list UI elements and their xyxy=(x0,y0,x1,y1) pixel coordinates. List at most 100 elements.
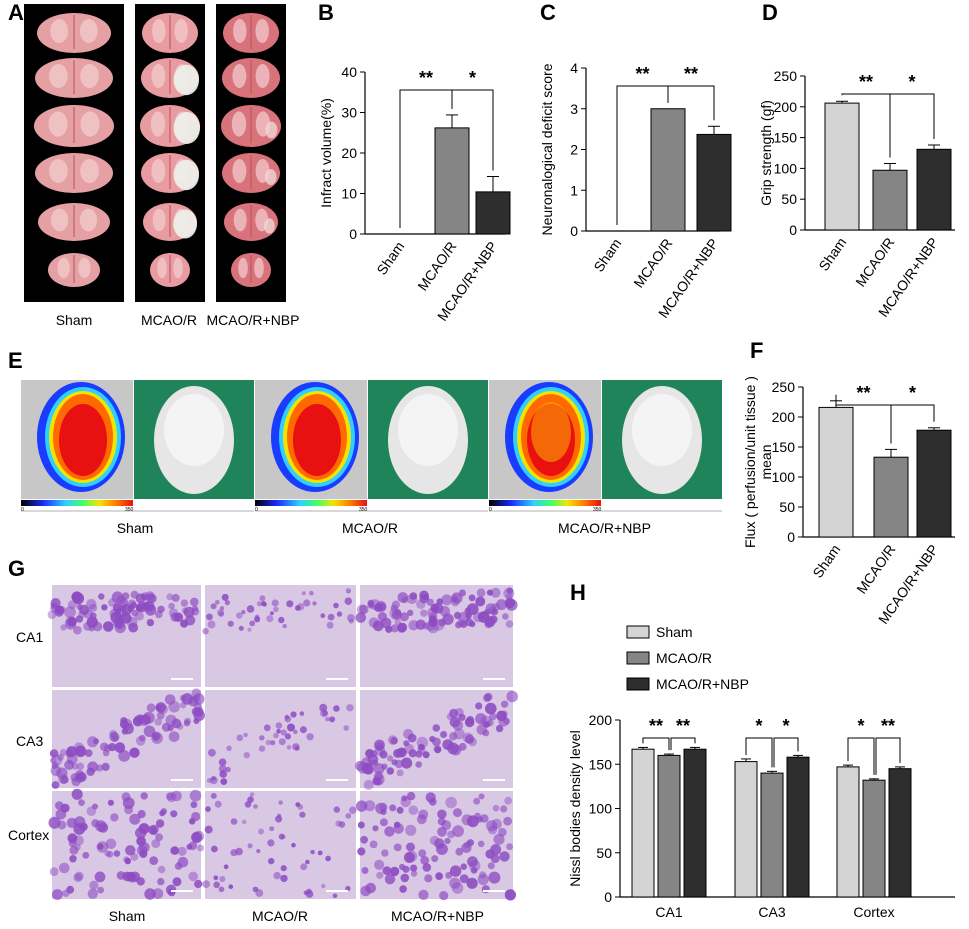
nissl-cell xyxy=(506,843,513,851)
ttc-slice-highlight xyxy=(57,257,70,279)
nissl-cell xyxy=(105,838,117,850)
nissl-cell xyxy=(409,592,418,600)
bar xyxy=(631,748,655,898)
nissl-cell xyxy=(445,871,453,879)
nissl-cell xyxy=(165,792,174,801)
nissl-cell xyxy=(114,621,127,634)
nissl-cell xyxy=(129,747,140,758)
panel-e-label-sham: Sham xyxy=(116,520,154,536)
bar xyxy=(683,748,707,898)
nissl-cell xyxy=(435,872,443,880)
nissl-cell xyxy=(59,862,70,874)
nissl-cell xyxy=(275,722,283,729)
y-tick-label: 0 xyxy=(789,222,797,238)
nissl-cell xyxy=(139,734,146,742)
nissl-cell xyxy=(397,592,409,603)
nissl-cell xyxy=(321,883,326,889)
scale-max-label: 350 xyxy=(593,507,602,513)
nissl-cell xyxy=(345,885,351,892)
nissl-cell xyxy=(292,743,300,751)
nissl-cell xyxy=(271,599,279,607)
nissl-cell xyxy=(377,612,387,622)
nissl-cell xyxy=(226,745,232,751)
nissl-cell xyxy=(367,601,375,609)
nissl-cell xyxy=(76,762,84,771)
nissl-cell xyxy=(49,749,59,758)
nissl-cell xyxy=(50,765,62,777)
nissl-cell xyxy=(214,800,222,808)
ttc-slice xyxy=(222,58,280,98)
nissl-cell xyxy=(107,799,114,806)
nissl-cell xyxy=(180,619,189,628)
nissl-cell xyxy=(420,609,428,617)
brain-photo-highlight xyxy=(398,394,458,466)
nissl-cell xyxy=(301,591,306,596)
nissl-cell xyxy=(278,616,285,624)
nissl-cell xyxy=(249,620,256,627)
ttc-slice xyxy=(142,13,198,53)
nissl-cell xyxy=(485,849,495,859)
nissl-cell xyxy=(211,845,218,853)
nissl-cell xyxy=(495,724,504,733)
nissl-cell xyxy=(344,597,353,605)
nissl-cell xyxy=(170,810,178,818)
nissl-cell xyxy=(436,598,444,605)
ttc-slice-highlight xyxy=(50,208,69,232)
nissl-cell xyxy=(415,750,423,758)
nissl-cell xyxy=(50,602,58,610)
y-tick-label: 200 xyxy=(774,99,798,115)
nissl-cell xyxy=(477,840,485,848)
nissl-cell xyxy=(174,862,183,870)
nissl-cell xyxy=(394,618,402,626)
nissl-cell xyxy=(505,620,514,628)
nissl-cell xyxy=(491,608,499,616)
nissl-cell xyxy=(96,764,104,772)
nissl-cell xyxy=(164,694,176,705)
perfusion-scale-bar xyxy=(255,500,367,506)
nissl-cell xyxy=(401,757,413,769)
nissl-cell xyxy=(449,732,458,741)
nissl-cell xyxy=(210,603,217,610)
nissl-cell xyxy=(267,839,275,847)
y-tick-label: 150 xyxy=(774,130,798,146)
nissl-cell xyxy=(173,612,184,622)
nissl-cell xyxy=(99,742,109,752)
laser-perfusion-core xyxy=(531,402,571,462)
bar xyxy=(888,768,912,898)
nissl-cell xyxy=(389,804,397,812)
nissl-cell xyxy=(486,820,498,832)
nissl-cell xyxy=(468,594,476,602)
nissl-cell xyxy=(109,730,118,739)
nissl-cell xyxy=(51,781,60,789)
y-tick-label: 100 xyxy=(589,801,613,817)
bar xyxy=(836,766,860,898)
nissl-cell xyxy=(280,874,288,883)
nissl-cell xyxy=(50,757,57,764)
nissl-cell xyxy=(449,865,462,877)
chart-f: 0 50 100 150 200 250 Flux ( perfusion/unit tis… xyxy=(742,376,955,627)
ttc-slice xyxy=(140,105,200,147)
nissl-cell xyxy=(215,600,220,605)
ttc-slice xyxy=(141,153,200,193)
ttc-infarct-region xyxy=(173,64,200,96)
nissl-cell xyxy=(430,603,440,613)
legend-label: Sham xyxy=(656,624,693,640)
nissl-cell xyxy=(154,718,162,726)
nissl-cell xyxy=(202,628,209,635)
y-axis-label: Infract volume(%) xyxy=(318,98,334,208)
nissl-cell xyxy=(218,886,225,893)
ttc-slice xyxy=(222,153,280,193)
nissl-cell xyxy=(273,732,279,739)
nissl-cell xyxy=(499,851,510,862)
nissl-cell xyxy=(213,875,219,881)
nissl-cell xyxy=(128,874,138,883)
ttc-slice-highlight xyxy=(78,257,91,279)
nissl-cell xyxy=(143,725,156,738)
significance-bracket xyxy=(670,737,696,751)
nissl-cell xyxy=(83,609,93,619)
bar xyxy=(872,169,908,231)
nissl-image xyxy=(202,585,356,687)
panel-letter-a: A xyxy=(8,0,24,25)
panel-a-label-sham: Sham xyxy=(55,312,93,328)
